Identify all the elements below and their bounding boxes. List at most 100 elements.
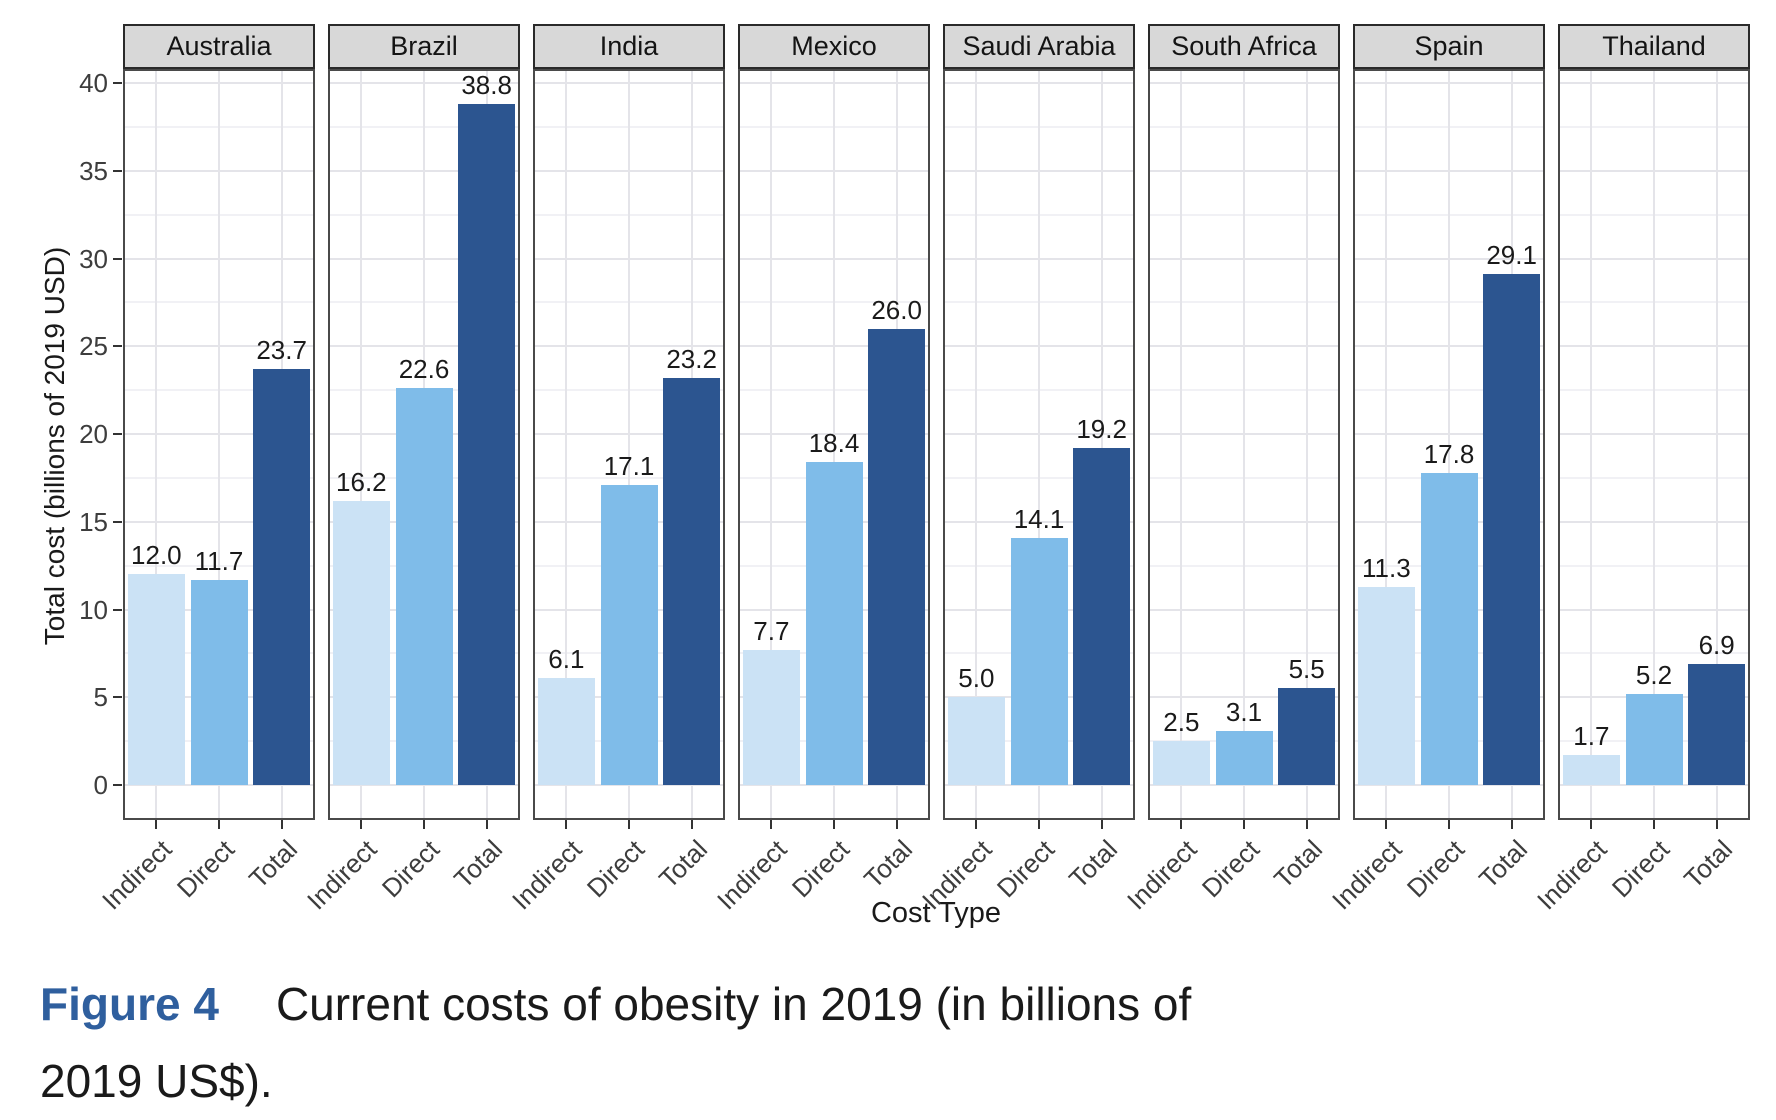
x-tick-mark (360, 820, 363, 829)
x-tick-mark (1243, 820, 1245, 829)
y-tick-mark (113, 433, 122, 435)
bar-total (663, 377, 721, 785)
bar-direct (1625, 693, 1683, 785)
bar-direct (1010, 537, 1068, 785)
facet-panel-india: India 6.1 17.1 23.2 (533, 24, 725, 820)
gridline-major-x (1100, 71, 1103, 818)
gridline-major-x (1715, 71, 1718, 818)
x-tick-mark (1653, 820, 1655, 829)
facet-strip: South Africa (1148, 24, 1340, 69)
x-tick-label-text: Total (242, 834, 303, 895)
gridline-major-x (565, 71, 568, 818)
x-tick-label-text: Total (1062, 834, 1123, 895)
x-tick-mark (1100, 820, 1103, 829)
bar-value-label: 2.5 (1163, 707, 1200, 738)
gridline-major-x (1305, 71, 1308, 818)
y-tick-label: 35 (79, 155, 108, 186)
y-tick-mark (113, 169, 122, 172)
x-tick-mark (155, 820, 158, 829)
bar-indirect (947, 697, 1005, 785)
bar-value-label: 3.1 (1225, 696, 1263, 727)
y-tick-mark (113, 520, 122, 523)
facet-panel-saudi-arabia: Saudi Arabia 5.0 14.1 19.2 (943, 24, 1135, 820)
gridline-major-x (628, 71, 630, 818)
bar-direct (600, 484, 658, 785)
facet-strip: Australia (123, 24, 315, 69)
x-tick-label-text: Direct (170, 834, 241, 904)
bar-indirect (1152, 741, 1210, 785)
facet-panel-brazil: Brazil 16.2 22.6 38.8 (328, 24, 520, 820)
y-tick-mark (113, 696, 122, 699)
bar-value-label: 26.0 (871, 294, 922, 325)
x-tick-label-text: Indirect (301, 834, 383, 916)
x-tick-mark (770, 820, 773, 829)
gridline-major-x (360, 71, 363, 818)
bar-direct (805, 462, 863, 785)
x-axis-title: Cost Type (870, 897, 1002, 929)
x-tick-label-text: Total (652, 834, 713, 895)
bar-value-label: 29.1 (1486, 240, 1537, 271)
bar-direct (1420, 472, 1478, 785)
caption-line-1: Figure 4 Current costs of obesity in 2019… (40, 966, 1740, 1043)
bar-value-label: 17.8 (1423, 438, 1475, 469)
x-tick-label-text: Direct (1400, 834, 1471, 904)
bar-value-label: 11.3 (1362, 552, 1411, 583)
x-tick-mark (1305, 820, 1308, 829)
bar-indirect (332, 500, 390, 785)
x-tick-mark (1385, 820, 1388, 829)
x-tick-mark (975, 820, 978, 829)
x-tick-label-text: Total (1472, 834, 1533, 895)
facet-title: Mexico (791, 31, 877, 61)
bar-total (1483, 274, 1541, 785)
facet-title: Saudi Arabia (962, 31, 1116, 61)
bar-value-label: 5.2 (1635, 659, 1673, 690)
facet-title: Australia (166, 31, 272, 61)
bar-value-label: 6.1 (548, 643, 585, 674)
x-tick-label-text: Indirect (96, 834, 178, 916)
gridline-major-x (1590, 71, 1593, 818)
bar-value-label: 38.8 (461, 70, 512, 101)
bar-value-label: 12.0 (131, 540, 182, 571)
y-tick-label: 30 (79, 243, 108, 274)
caption-line-2: 2019 US$). (40, 1055, 273, 1107)
gridline-major-x (1180, 71, 1183, 818)
x-tick-label-text: Indirect (1531, 834, 1613, 916)
facet-strip: India (533, 24, 725, 69)
facet-panel-spain: Spain 11.3 17.8 29.1 (1353, 24, 1545, 820)
x-tick-label-text: Indirect (506, 834, 588, 916)
facet-strip: Saudi Arabia (943, 24, 1135, 69)
facet-title: India (599, 31, 659, 61)
x-tick-label-text: Direct (785, 834, 856, 904)
bar-total (253, 369, 311, 785)
bar-value-label: 22.6 (398, 354, 450, 385)
gridline-major-x (1385, 71, 1388, 818)
x-tick-mark (485, 820, 488, 829)
y-tick-label: 20 (79, 419, 108, 449)
y-tick-label: 0 (93, 770, 108, 800)
figure-number-label: Figure 4 (40, 978, 219, 1030)
x-tick-label-text: Total (1677, 834, 1738, 895)
facet-panel-thailand: Thailand 1.7 5.2 6.9 (1558, 24, 1750, 820)
x-tick-label-text: Direct (990, 834, 1061, 904)
bar-indirect (1357, 586, 1415, 785)
facet-panel-mexico: Mexico 7.7 18.4 26.0 (738, 24, 930, 820)
facet-strip: Thailand (1558, 24, 1750, 69)
gridline-major-x (1448, 71, 1450, 818)
x-tick-mark (1715, 820, 1718, 829)
bar-total (1278, 688, 1336, 785)
gridline-major-x (218, 71, 220, 818)
y-tick-mark (113, 608, 122, 611)
bar-direct (190, 579, 248, 785)
facet-strip: Mexico (738, 24, 930, 69)
gridline-major-x (1243, 71, 1245, 818)
bar-total (458, 104, 516, 785)
bar-value-label: 16.2 (336, 466, 387, 497)
bar-indirect (127, 574, 185, 785)
x-tick-label-text: Total (447, 834, 508, 895)
bar-direct (1215, 730, 1273, 785)
gridline-major-x (975, 71, 978, 818)
x-tick-mark (280, 820, 283, 829)
y-tick-mark (113, 257, 122, 260)
x-tick-label-text: Total (857, 834, 918, 895)
